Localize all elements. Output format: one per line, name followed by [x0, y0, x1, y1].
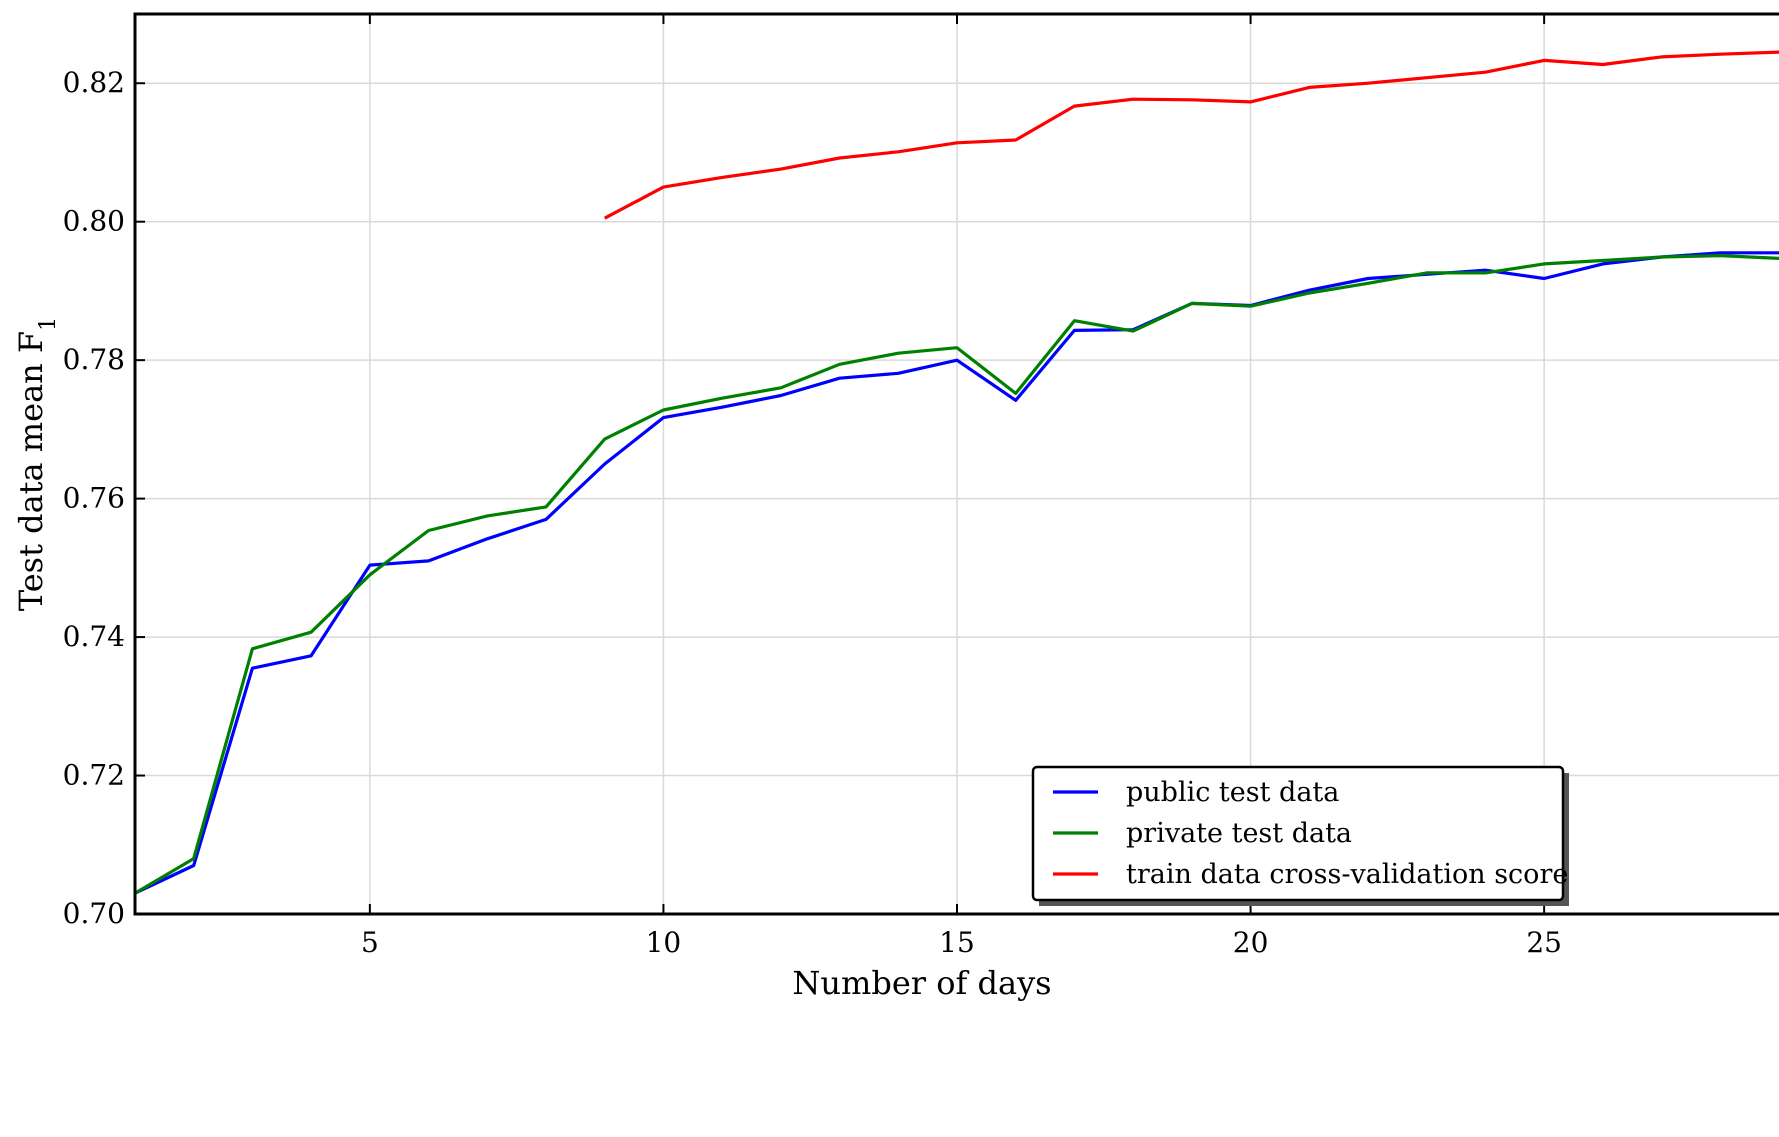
- x-tick-label: 25: [1526, 926, 1562, 959]
- y-tick-label: 0.74: [63, 620, 125, 653]
- x-tick-label: 5: [361, 926, 379, 959]
- tick-labels: 5 10 15 20 25 0.70 0.72 0.74 0.76 0.78 0.80 0.82: [63, 66, 1562, 959]
- series-line: [134, 254, 1779, 895]
- y-tick-label: 0.82: [63, 66, 125, 99]
- series-lines: [134, 50, 1779, 895]
- y-tick-label: 0.72: [63, 759, 125, 792]
- legend-label: public test data: [1126, 777, 1339, 808]
- x-axis-label: Number of days: [792, 964, 1051, 1002]
- series-line: [603, 50, 1779, 220]
- y-axis-label-subscript: 1: [36, 317, 61, 331]
- series-line: [134, 251, 1779, 895]
- legend-label: train data cross-validation score: [1126, 859, 1568, 890]
- legend-box: [1031, 765, 1565, 902]
- y-tick-label: 0.70: [63, 897, 125, 930]
- y-axis-label: Test data mean F1: [12, 317, 61, 611]
- y-axis-label-text: Test data mean F: [12, 331, 50, 611]
- plot-frame: [133, 12, 1779, 916]
- x-tick-label: 10: [646, 926, 682, 959]
- x-tick-label: 20: [1233, 926, 1269, 959]
- x-tick-label: 15: [939, 926, 975, 959]
- legend-entries: public test data private test data train d…: [1053, 777, 1568, 890]
- y-tick-label: 0.76: [63, 482, 125, 515]
- y-tick-label: 0.80: [63, 205, 125, 238]
- legend-label: private test data: [1126, 818, 1352, 849]
- y-tick-label: 0.78: [63, 343, 125, 376]
- legend: public test data private test data train d…: [1031, 765, 1569, 906]
